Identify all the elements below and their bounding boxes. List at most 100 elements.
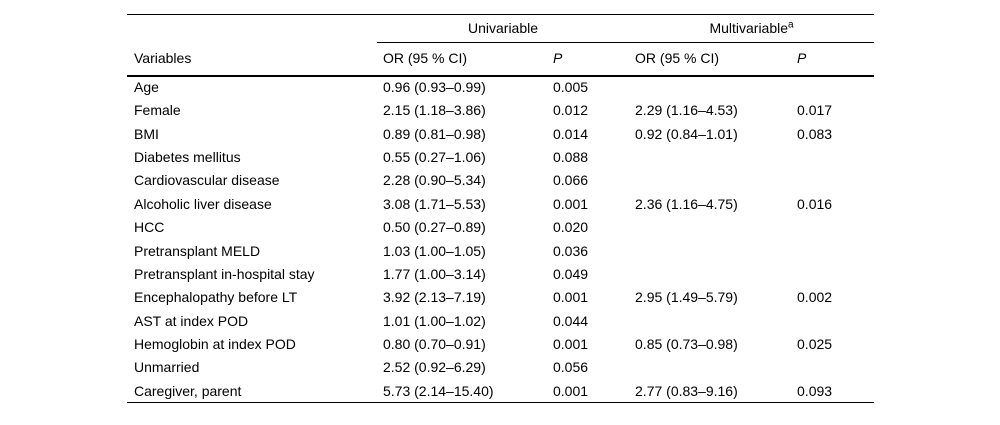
variables-column-header: Variables [127,42,377,77]
row-variable-label: Cardiovascular disease [134,172,280,189]
row-variable-label: Age [134,79,159,96]
multi-p-value: 0.025 [797,336,833,353]
uni-p-value: 0.020 [553,219,589,236]
column-header-row: Variables OR (95 % CI) P OR (95 % CI) P [127,42,875,77]
multi-or-ci-value [629,146,791,169]
row-variable-label: Female [134,102,181,119]
uni-p-value: 0.066 [553,172,589,189]
uni-or-ci-value: 3.92 (2.13–7.19) [383,289,486,306]
table-row: Diabetes mellitus 0.55 (0.27–1.06) 0.088 [127,146,874,169]
table-row: BMI 0.89 (0.81–0.98) 0.014 0.92 (0.84–1.01)… [127,122,874,145]
table-row: Unmarried 2.52 (0.92–6.29) 0.056 [127,356,874,379]
multi-or-ci-value [629,263,791,286]
multi-p-column-header: P [791,42,875,77]
multi-p-value [791,216,874,239]
table-row: HCC 0.50 (0.27–0.89) 0.020 [127,216,874,239]
table-row: AST at index POD 1.01 (1.00–1.02) 0.044 [127,309,874,332]
spanner-row: Univariable Multivariablea [127,14,875,43]
multi-p-value: 0.083 [797,125,833,142]
row-variable-label: AST at index POD [134,312,249,329]
row-variable-label: Encephalopathy before LT [134,289,298,306]
multi-p-value [791,263,874,286]
uni-or-ci-value: 1.03 (1.00–1.05) [383,242,486,259]
uni-p-value: 0.001 [553,289,589,306]
uni-or-ci-value: 5.73 (2.14–15.40) [377,379,547,404]
uni-or-ci-value: 1.77 (1.00–3.14) [383,265,486,282]
uni-p-value: 0.056 [553,359,589,376]
uni-p-value: 0.001 [553,336,589,353]
multi-p-value [791,239,874,262]
table-row: Alcoholic liver disease 3.08 (1.71–5.53) 0… [127,192,874,215]
multi-p-value [791,356,874,379]
multi-or-ci-value [629,239,791,262]
multi-or-ci-value: 2.36 (1.16–4.75) [635,195,738,212]
uni-p-column-header: P [547,42,630,77]
row-variable-label: Alcoholic liver disease [134,195,272,212]
multi-or-ci-value: 2.77 (0.83–9.16) [629,379,792,404]
multivariable-spanner: Multivariablea [629,14,875,43]
multivariable-spanner-label: Multivariable [709,20,789,37]
uni-p-value: 0.001 [547,379,630,404]
multi-or-ci-value [629,309,791,332]
uni-p-value: 0.049 [553,265,589,282]
table-row: Encephalopathy before LT 3.92 (2.13–7.19)… [127,286,874,309]
multi-or-ci-value [629,356,791,379]
uni-p-value: 0.005 [553,79,589,96]
multi-or-ci-value: 0.85 (0.73–0.98) [635,336,738,353]
uni-p-value: 0.014 [553,125,589,142]
uni-or-ci-value: 0.50 (0.27–0.89) [383,219,486,236]
uni-p-value: 0.044 [553,312,589,329]
multi-p-value [791,146,874,169]
row-variable-label: BMI [134,125,159,142]
multi-or-ci-value: 2.95 (1.49–5.79) [635,289,738,306]
row-variable-label: Caregiver, parent [127,379,377,404]
table-row: Hemoglobin at index POD 0.80 (0.70–0.91) 0… [127,333,874,356]
uni-p-value: 0.012 [553,102,589,119]
multi-p-value [791,76,874,99]
uni-p-value: 0.001 [553,195,589,212]
uni-or-ci-value: 3.08 (1.71–5.53) [383,195,486,212]
multi-or-ci-value [629,76,791,99]
uni-or-ci-column-header: OR (95 % CI) [377,42,547,77]
multivariable-footnote-marker: a [788,19,794,31]
row-variable-label: Pretransplant in-hospital stay [134,265,315,282]
multi-p-value [791,309,874,332]
multi-p-value [791,169,874,192]
uni-or-ci-value: 2.52 (0.92–6.29) [383,359,486,376]
table-row: Pretransplant MELD 1.03 (1.00–1.05) 0.036 [127,239,874,262]
row-variable-label: Unmarried [134,359,200,376]
uni-or-ci-value: 2.15 (1.18–3.86) [383,102,486,119]
multi-or-ci-column-header: OR (95 % CI) [629,42,792,77]
table-body: Age 0.96 (0.93–0.99) 0.005 Female 2.15 (1.18… [127,76,875,404]
multi-or-ci-value [629,169,791,192]
regression-results-table: Univariable Multivariablea Variables OR … [127,14,875,404]
uni-or-ci-value: 0.55 (0.27–1.06) [383,148,486,165]
uni-or-ci-value: 0.96 (0.93–0.99) [383,79,486,96]
multi-p-value: 0.016 [797,195,833,212]
uni-or-ci-value: 1.01 (1.00–1.02) [383,312,486,329]
table-row: Cardiovascular disease 2.28 (0.90–5.34) 0.… [127,169,874,192]
row-variable-label: Pretransplant MELD [134,242,261,259]
uni-or-ci-value: 2.28 (0.90–5.34) [383,172,486,189]
table-row: Female 2.15 (1.18–3.86) 0.012 2.29 (1.16–4.… [127,99,874,122]
multi-or-ci-value [629,216,791,239]
table-row: Pretransplant in-hospital stay 1.77 (1.00… [127,263,874,286]
univariable-spanner: Univariable [377,14,630,43]
uni-p-value: 0.036 [553,242,589,259]
univariable-spanner-label: Univariable [467,20,539,37]
uni-or-ci-value: 0.89 (0.81–0.98) [383,125,486,142]
row-variable-label: Hemoglobin at index POD [134,336,296,353]
table-row: Caregiver, parent 5.73 (2.14–15.40) 0.001 2… [127,379,875,404]
multi-p-value: 0.017 [797,102,833,119]
row-variable-label: Diabetes mellitus [134,148,241,165]
table-header: Univariable Multivariablea Variables OR … [127,14,875,77]
uni-or-ci-value: 0.80 (0.70–0.91) [383,336,486,353]
multi-or-ci-value: 2.29 (1.16–4.53) [635,102,738,119]
multi-or-ci-value: 0.92 (0.84–1.01) [635,125,738,142]
row-variable-label: HCC [134,219,165,236]
multi-p-value: 0.002 [797,289,833,306]
uni-p-value: 0.088 [553,148,589,165]
table-row: Age 0.96 (0.93–0.99) 0.005 [127,76,874,99]
multi-p-value: 0.093 [791,379,875,404]
